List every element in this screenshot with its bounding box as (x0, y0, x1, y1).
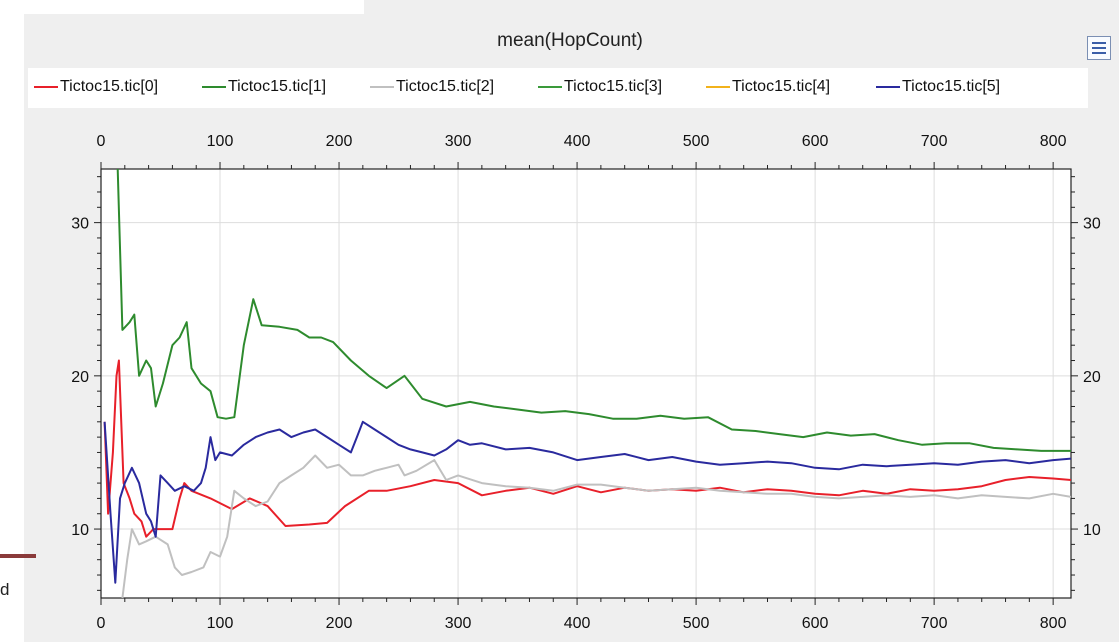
legend-item[interactable]: Tictoc15.tic[2] (370, 78, 494, 98)
legend-label: Tictoc15.tic[4] (732, 78, 831, 95)
x-tick-label-bottom: 100 (207, 615, 234, 632)
legend-label: Tictoc15.tic[2] (396, 78, 495, 95)
x-tick-label-top: 600 (802, 133, 829, 150)
y-tick-label-left: 20 (71, 369, 89, 386)
x-tick-label-top: 200 (326, 133, 353, 150)
y-tick-label-right: 30 (1083, 216, 1101, 233)
plot-background (101, 169, 1071, 598)
legend-swatch (706, 85, 730, 88)
legend-swatch (538, 85, 562, 88)
legend-item[interactable]: Tictoc15.tic[4] (706, 78, 830, 98)
series-line-2 (121, 454, 1071, 598)
x-tick-label-bottom: 0 (97, 615, 106, 632)
x-tick-label-top: 300 (445, 133, 472, 150)
x-tick-label-top: 700 (921, 133, 948, 150)
x-tick-label-top: 100 (207, 133, 234, 150)
legend-label: Tictoc15.tic[1] (228, 78, 327, 95)
x-tick-label-bottom: 300 (445, 615, 472, 632)
y-tick-label-left: 30 (71, 216, 89, 233)
x-tick-label-bottom: 700 (921, 615, 948, 632)
x-tick-label-bottom: 500 (683, 615, 710, 632)
left-background (0, 0, 24, 642)
legend-item[interactable]: Tictoc15.tic[0] (34, 78, 158, 98)
legend-item[interactable]: Tictoc15.tic[5] (876, 78, 1000, 98)
legend-label: Tictoc15.tic[5] (902, 78, 1001, 95)
x-tick-label-bottom: 200 (326, 615, 353, 632)
y-tick-label-right: 20 (1083, 369, 1101, 386)
legend-item[interactable]: Tictoc15.tic[1] (202, 78, 326, 98)
y-tick-label-left: 10 (71, 522, 89, 539)
legend-swatch (370, 85, 394, 88)
x-tick-label-bottom: 600 (802, 615, 829, 632)
side-letter: d (0, 580, 10, 599)
legend-swatch (34, 85, 58, 88)
series-line-0 (103, 359, 1071, 538)
y-tick-label-right: 10 (1083, 522, 1101, 539)
legend-list-icon[interactable] (1087, 36, 1111, 60)
x-tick-label-bottom: 800 (1040, 615, 1067, 632)
chart-title: mean(HopCount) (497, 30, 643, 51)
x-tick-label-top: 400 (564, 133, 591, 150)
x-tick-label-top: 800 (1040, 133, 1067, 150)
series-line-1 (116, 169, 1071, 452)
chart-legend: Tictoc15.tic[0] Tictoc15.tic[1] Tictoc15.t… (28, 68, 1088, 108)
side-mark (0, 554, 36, 558)
plot-frame (100, 168, 1072, 599)
legend-item[interactable]: Tictoc15.tic[3] (538, 78, 662, 98)
x-tick-label-bottom: 400 (564, 615, 591, 632)
legend-label: Tictoc15.tic[0] (60, 78, 159, 95)
series-line-5 (103, 420, 1071, 584)
legend-swatch (876, 85, 900, 88)
x-tick-label-top: 0 (97, 133, 106, 150)
x-tick-label-top: 500 (683, 133, 710, 150)
legend-label: Tictoc15.tic[3] (564, 78, 663, 95)
top-strip (24, 0, 364, 14)
legend-swatch (202, 85, 226, 88)
